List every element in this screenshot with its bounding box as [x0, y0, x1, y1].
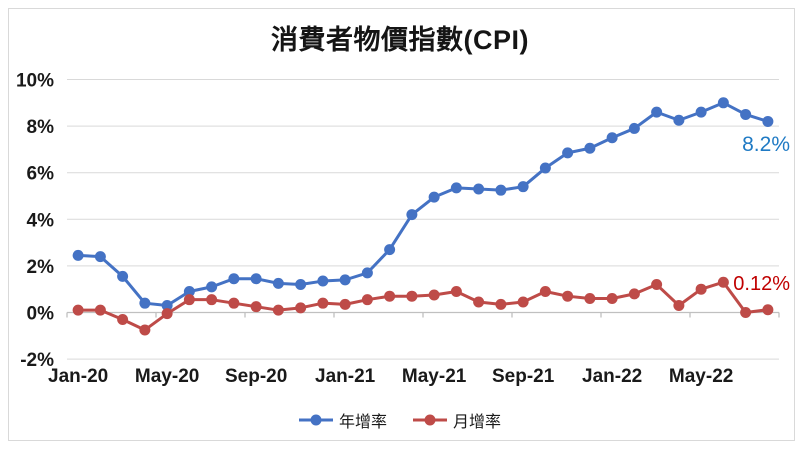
- yoy-series-line: [76, 101, 770, 308]
- x-axis-tick-label: Jan-21: [315, 366, 376, 387]
- legend-item-yoy: 年增率: [298, 408, 387, 432]
- chart-title: 消費者物價指數(CPI): [271, 25, 529, 55]
- yoy-series-marker: [295, 279, 307, 291]
- mom-series-marker: [139, 324, 151, 336]
- mom-series-marker: [539, 286, 551, 298]
- mom-series-marker: [740, 307, 752, 318]
- y-axis-tick-label: -2%: [20, 350, 54, 371]
- yoy-series-marker: [450, 182, 462, 194]
- mom-series-marker: [584, 293, 596, 305]
- mom-last-point-data-label: 0.12%: [733, 273, 790, 295]
- chart-legend: 年增率 月增率: [0, 408, 800, 432]
- mom-series-marker: [606, 293, 618, 305]
- yoy-series-marker: [717, 97, 729, 109]
- yoy-series-marker: [651, 106, 663, 118]
- x-axis-tick-label: Jan-22: [582, 366, 642, 387]
- mom-series-line: [76, 280, 770, 332]
- x-axis-tick-label: May-21: [402, 366, 467, 387]
- mom-series-marker: [517, 296, 529, 308]
- y-axis-tick-label: 10%: [16, 71, 54, 92]
- yoy-series-marker: [762, 115, 774, 127]
- yoy-series-marker: [94, 251, 106, 263]
- mom-series-marker: [450, 286, 462, 298]
- y-axis-tick-label: 4%: [27, 210, 55, 231]
- mom-series-marker: [94, 304, 106, 316]
- mom-series-marker: [762, 304, 774, 316]
- mom-legend-swatch-icon: [413, 414, 447, 426]
- mom-series-marker: [695, 283, 707, 295]
- x-axis-tick-label: May-20: [135, 366, 199, 387]
- yoy-series-marker: [495, 184, 507, 196]
- mom-series-marker: [339, 298, 351, 310]
- yoy-series-marker: [183, 286, 195, 298]
- x-axis-tick-label: May-22: [669, 366, 733, 387]
- mom-series-marker: [628, 288, 640, 300]
- mom-series-marker: [272, 304, 284, 316]
- yoy-series-marker: [628, 122, 640, 134]
- mom-series-marker: [384, 290, 396, 302]
- yoy-series-marker: [473, 183, 485, 195]
- yoy-legend-swatch-icon: [298, 414, 333, 426]
- yoy-series-marker: [361, 267, 373, 279]
- yoy-series-marker: [384, 244, 396, 256]
- yoy-series-marker: [517, 181, 529, 193]
- yoy-series-marker: [562, 147, 574, 159]
- yoy-series-marker: [206, 281, 218, 293]
- yoy-series-marker: [72, 249, 84, 261]
- mom-series-marker: [317, 297, 329, 309]
- yoy-series-marker: [272, 277, 284, 289]
- x-axis-tick-label: Sep-21: [492, 366, 555, 387]
- mom-series-marker: [406, 290, 418, 302]
- mom-series-marker: [473, 296, 485, 308]
- mom-series-marker: [717, 276, 729, 288]
- yoy-series-marker: [740, 108, 752, 120]
- chart-frame: [8, 8, 795, 441]
- yoy-series-marker: [117, 270, 129, 282]
- legend-label-mom: 月增率: [453, 414, 502, 431]
- mom-series-marker: [673, 300, 685, 312]
- yoy-series-marker: [406, 209, 418, 221]
- y-axis-tick-label: 2%: [27, 257, 55, 278]
- yoy-series-marker: [539, 162, 551, 174]
- mom-series-marker: [295, 302, 307, 314]
- yoy-series-marker: [673, 114, 685, 126]
- y-axis-tick-label: 6%: [27, 164, 55, 185]
- yoy-series-marker: [695, 106, 707, 118]
- yoy-series-marker: [584, 142, 596, 154]
- mom-series-marker: [361, 294, 373, 306]
- legend-item-mom: 月增率: [413, 408, 501, 432]
- mom-series-marker: [161, 308, 173, 320]
- mom-series-marker: [428, 289, 440, 301]
- yoy-series-marker: [606, 132, 618, 144]
- yoy-series-marker: [317, 275, 329, 287]
- mom-series-marker: [562, 290, 574, 302]
- y-axis-tick-label: 0%: [27, 304, 55, 325]
- legend-label-yoy: 年增率: [338, 414, 387, 431]
- yoy-series-marker: [161, 300, 173, 312]
- mom-series-marker: [72, 304, 84, 316]
- mom-series-marker: [495, 298, 507, 310]
- mom-series-marker: [228, 297, 240, 309]
- yoy-series-marker: [139, 297, 151, 309]
- yoy-series-marker: [228, 273, 240, 285]
- mom-series-marker: [250, 301, 262, 313]
- yoy-series-marker: [250, 273, 262, 285]
- x-axis-tick-label: Jan-20: [48, 366, 108, 387]
- x-axis-tick-label: Sep-20: [225, 366, 287, 387]
- yoy-last-point-data-label: 8.2%: [742, 133, 790, 156]
- mom-series-marker: [117, 313, 129, 325]
- yoy-series-marker: [428, 191, 440, 203]
- mom-series-marker: [206, 294, 218, 306]
- yoy-series-marker: [339, 274, 351, 286]
- mom-series-marker: [651, 279, 663, 291]
- y-axis-tick-label: 8%: [27, 117, 55, 138]
- mom-series-marker: [183, 294, 195, 306]
